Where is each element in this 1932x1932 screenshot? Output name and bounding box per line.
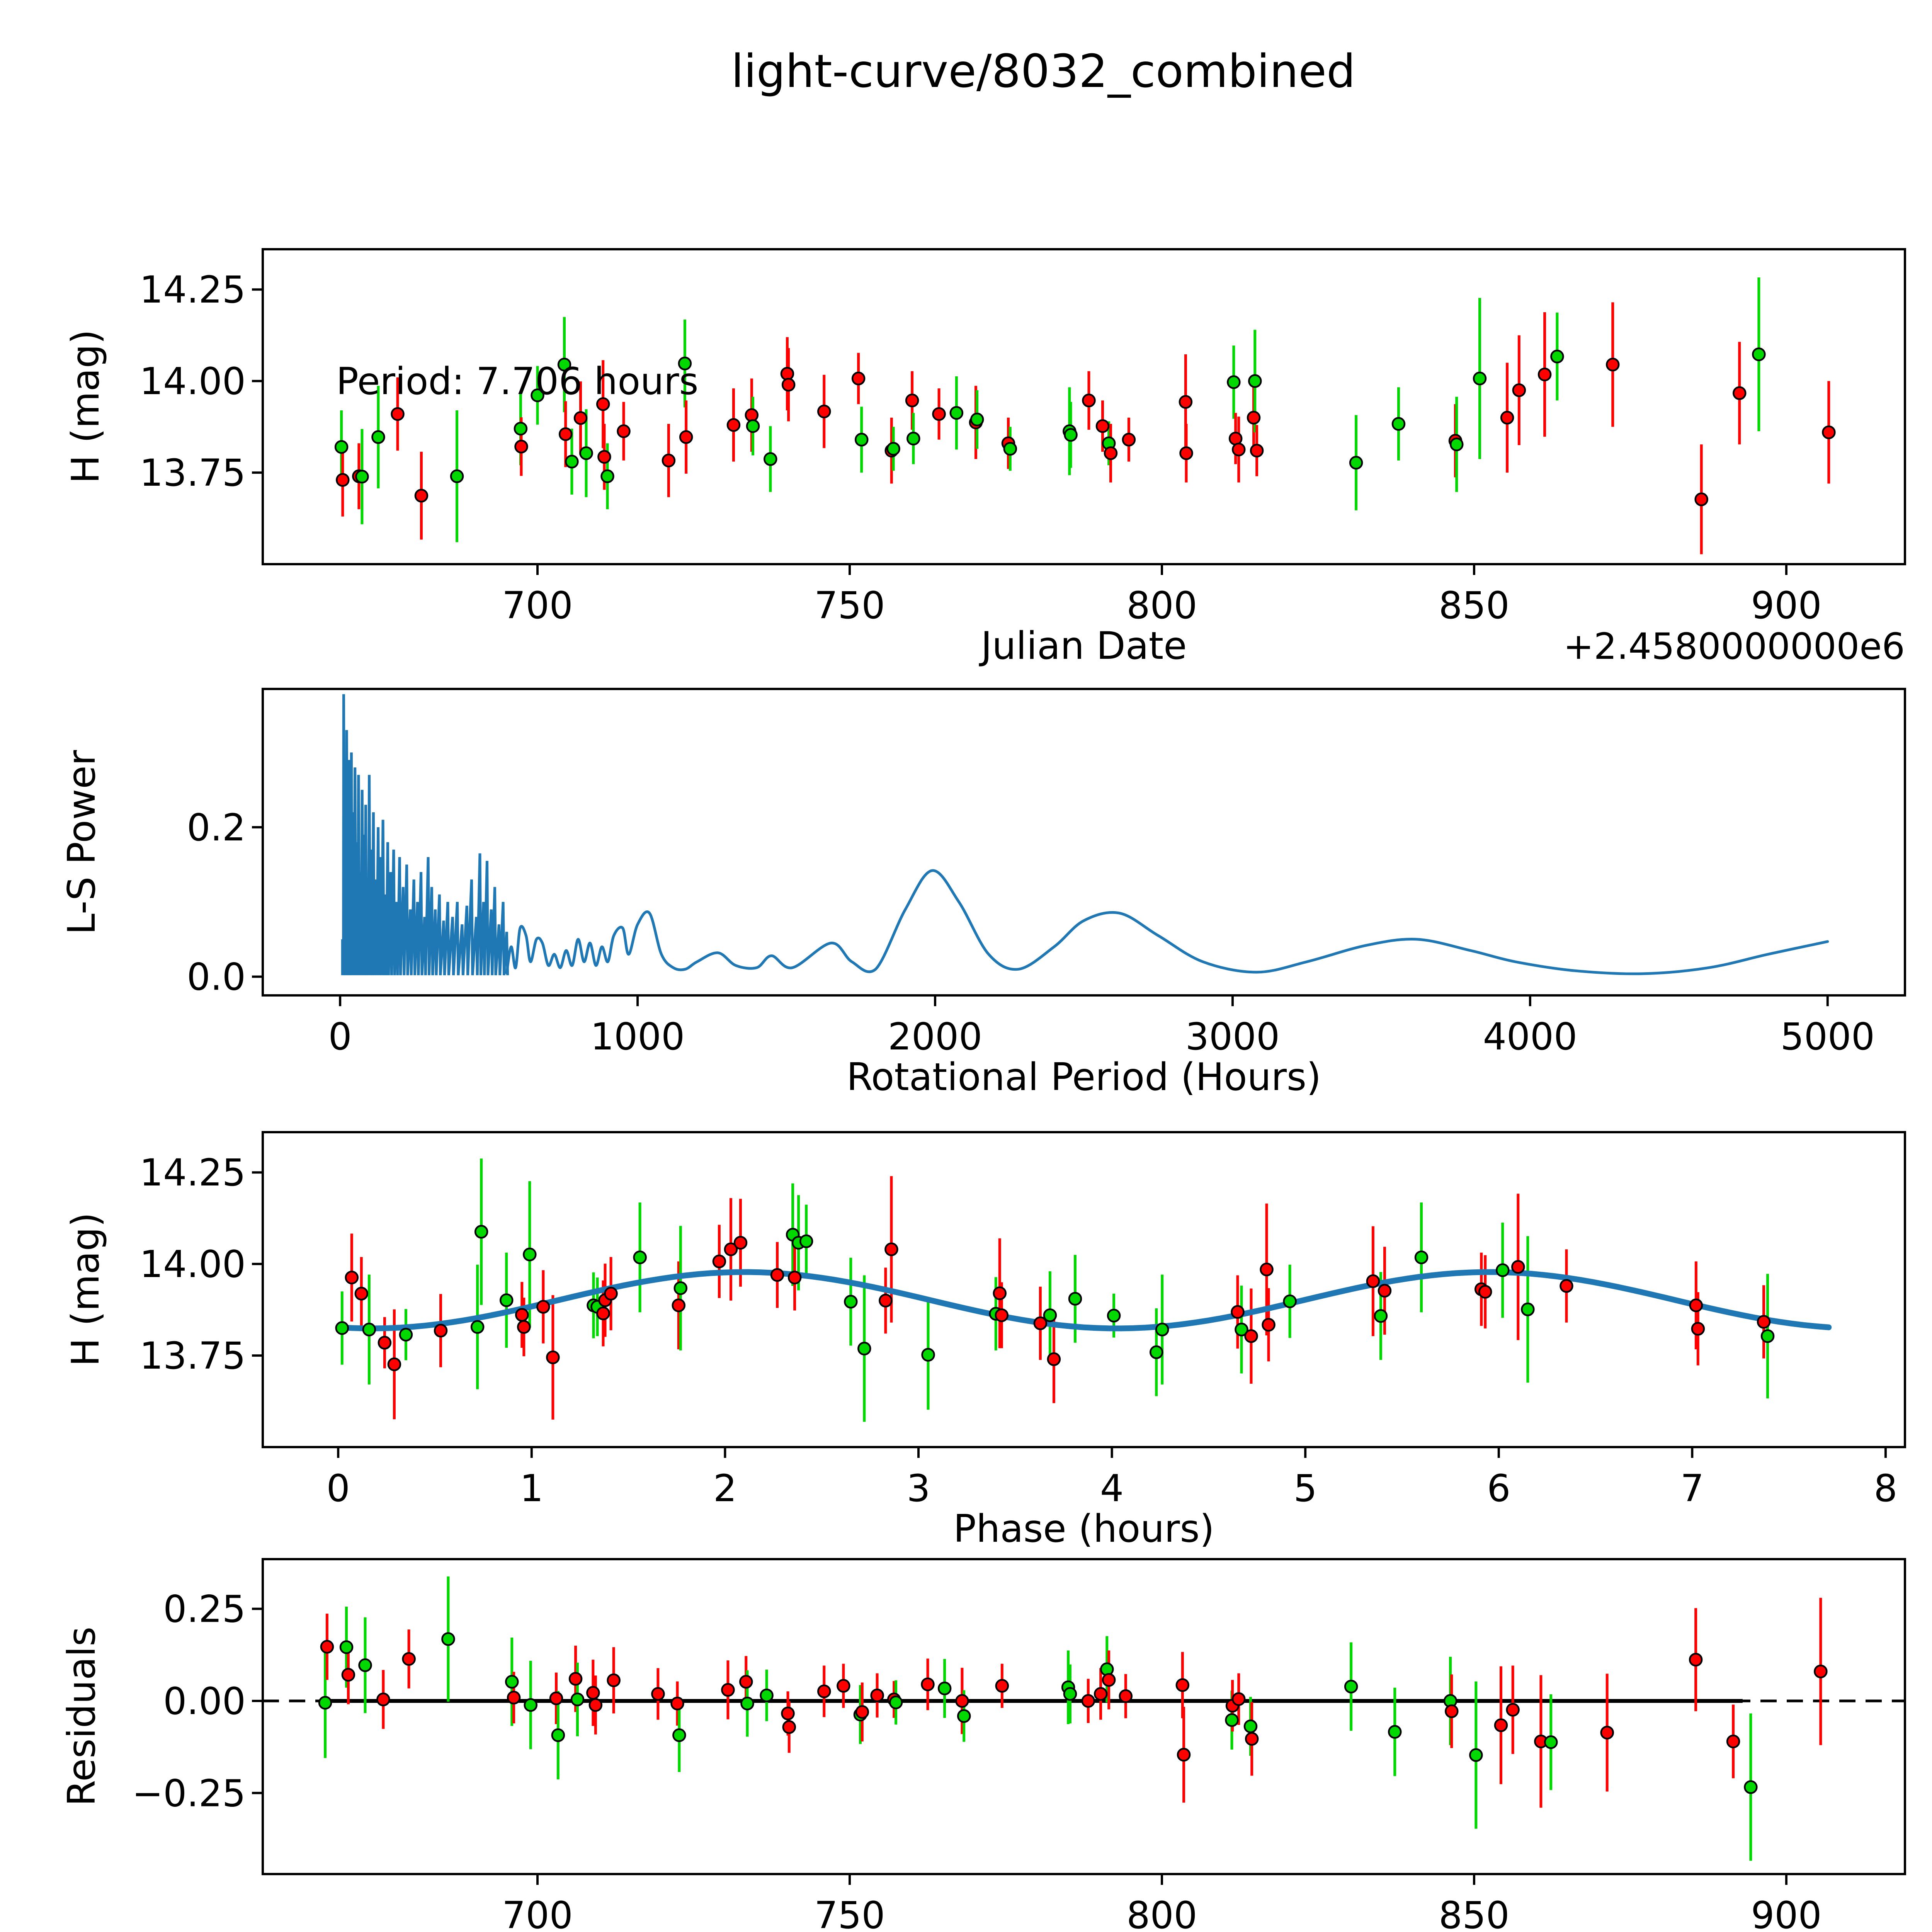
y-tick-label: 0.00 bbox=[163, 1680, 246, 1723]
y-tick-label: 13.75 bbox=[139, 451, 246, 495]
x-tick-label: 1000 bbox=[590, 1015, 685, 1058]
panel3-xlabel: Phase (hours) bbox=[953, 1507, 1214, 1551]
x-tick-label: 750 bbox=[814, 1894, 885, 1932]
x-tick-label: 4000 bbox=[1483, 1015, 1577, 1058]
errorbars bbox=[340, 1158, 1769, 1422]
y-tick-label: 0.25 bbox=[163, 1588, 246, 1631]
x-tick-label: 2000 bbox=[888, 1015, 982, 1058]
axes-frame bbox=[262, 248, 1906, 565]
x-tick-label: 8 bbox=[1874, 1467, 1897, 1510]
x-tick-label: 700 bbox=[502, 1894, 573, 1932]
x-tick-label: 750 bbox=[814, 584, 885, 627]
y-tick-label: 0.2 bbox=[187, 806, 246, 849]
y-tick-label: 14.00 bbox=[139, 360, 246, 403]
periodogram-noise-line bbox=[341, 694, 509, 976]
period-annotation: Period: 7.706 hours bbox=[336, 360, 698, 403]
panel3-ylabel: H (mag) bbox=[64, 1212, 108, 1366]
y-tick-label: 14.25 bbox=[139, 268, 246, 311]
y-tick-label: 14.00 bbox=[139, 1243, 246, 1286]
x-tick-label: 850 bbox=[1439, 584, 1509, 627]
panel1-x-offset: +2.4580000000e6 bbox=[1563, 626, 1905, 668]
x-tick-label: 5 bbox=[1294, 1467, 1317, 1510]
panel1-ylabel: H (mag) bbox=[64, 329, 108, 483]
x-tick-label: 900 bbox=[1751, 1894, 1821, 1932]
x-tick-label: 4 bbox=[1100, 1467, 1124, 1510]
panel4-ylabel: Residuals bbox=[60, 1627, 104, 1806]
axes-frame bbox=[262, 688, 1906, 997]
y-tick-label: 13.75 bbox=[139, 1334, 246, 1378]
x-tick-label: 0 bbox=[328, 1015, 352, 1058]
x-tick-label: 0 bbox=[327, 1467, 350, 1510]
panel-lightcurve: 700 750 800 850 900 13.75 14.00 14.25 bbox=[139, 248, 1906, 627]
panel2-ylabel: L-S Power bbox=[60, 750, 104, 935]
x-tick-label: 5000 bbox=[1781, 1015, 1875, 1058]
data-markers bbox=[335, 1225, 1775, 1371]
panel1-xlabel: Julian Date bbox=[978, 624, 1187, 668]
x-tick-label: 900 bbox=[1751, 584, 1821, 627]
panel-phase: 0 1 2 3 4 5 6 7 8 13.75 14.00 14.25 bbox=[139, 1131, 1906, 1510]
y-tick-label: −0.25 bbox=[132, 1772, 246, 1815]
x-tick-label: 3 bbox=[906, 1467, 930, 1510]
x-tick-label: 850 bbox=[1439, 1894, 1509, 1932]
x-tick-label: 800 bbox=[1126, 1894, 1197, 1932]
panel2-xlabel: Rotational Period (Hours) bbox=[847, 1055, 1321, 1099]
x-tick-label: 800 bbox=[1126, 584, 1197, 627]
x-tick-label: 7 bbox=[1680, 1467, 1704, 1510]
errorbars bbox=[324, 1576, 1822, 1861]
periodogram-smooth-line bbox=[505, 869, 1829, 975]
figure-title: light-curve/8032_combined bbox=[731, 44, 1355, 98]
y-tick-label: 14.25 bbox=[139, 1151, 246, 1194]
x-tick-label: 3000 bbox=[1185, 1015, 1280, 1058]
panel-periodogram: 0 1000 2000 3000 4000 5000 0.0 0.2 bbox=[187, 688, 1906, 1058]
x-tick-label: 1 bbox=[520, 1467, 543, 1510]
x-tick-label: 2 bbox=[713, 1467, 737, 1510]
panel-residuals: 700 750 800 850 900 −0.25 0.00 0.25 bbox=[132, 1558, 1906, 1932]
data-markers bbox=[318, 1632, 1828, 1794]
errorbars bbox=[340, 277, 1830, 554]
axes-frame bbox=[262, 1558, 1906, 1875]
phase-fit-line bbox=[335, 1269, 1832, 1332]
x-tick-label: 6 bbox=[1487, 1467, 1510, 1510]
axes-frame bbox=[262, 1131, 1906, 1448]
x-tick-label: 700 bbox=[502, 584, 573, 627]
y-tick-label: 0.0 bbox=[187, 956, 246, 999]
data-markers bbox=[334, 347, 1836, 507]
